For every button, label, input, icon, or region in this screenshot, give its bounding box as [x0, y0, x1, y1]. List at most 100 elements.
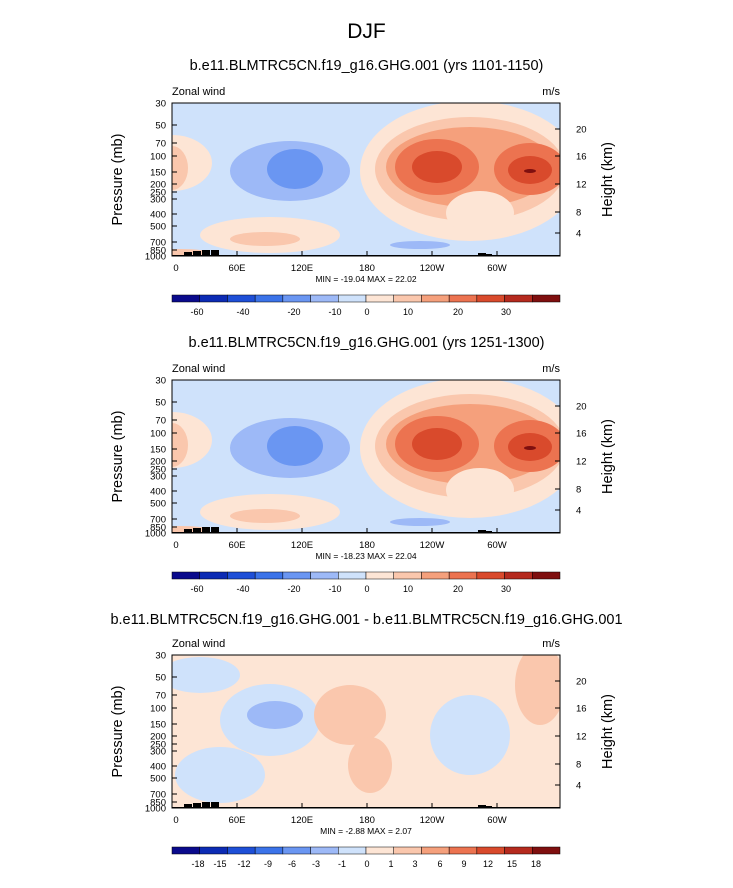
- x-tick-label: 60W: [487, 815, 507, 826]
- colorbar-swatch: [393, 846, 422, 855]
- panel-2: 30 50 70 100 150 200 250 300 400 500 700 850 1000 20 1…: [110, 363, 616, 594]
- y-tick-label: 700: [150, 515, 166, 526]
- y2-axis-title: Height (km): [600, 694, 616, 769]
- low-westerly-inner: [230, 509, 300, 523]
- diff-pos-1: [314, 685, 386, 745]
- panel-1: 30 50 70 100 150 200 250 300 400 500 700 850 1000 20 1…: [0, 0, 733, 330]
- y-tick-label: 30: [155, 651, 166, 662]
- colorbar-label: -40: [236, 584, 249, 594]
- y2-tick-label: 16: [576, 152, 587, 163]
- x-tick-label: 120E: [291, 815, 313, 826]
- y-tick-label: 250: [150, 740, 166, 751]
- colorbar-label: -20: [287, 584, 300, 594]
- y-tick-label: 150: [150, 168, 166, 179]
- y-tick-label: 30: [155, 99, 166, 110]
- westerly-left-inner: [172, 423, 188, 467]
- x-tick-label: 0: [173, 263, 178, 274]
- plot-frame: [171, 379, 561, 534]
- plot-frame: [171, 102, 561, 257]
- y2-tick-label: 4: [576, 781, 581, 792]
- jet-core-2-max: [524, 169, 536, 173]
- colorbar-label: 0: [364, 584, 369, 594]
- contour-field-1: [172, 103, 560, 256]
- colorbar-swatch: [532, 571, 561, 580]
- colorbar-swatch: [171, 846, 200, 855]
- x-tick-label: 120W: [420, 263, 445, 274]
- colorbar-label: -6: [288, 859, 296, 869]
- easterly-core: [267, 149, 323, 189]
- y2-tick-label: 12: [576, 732, 587, 743]
- y-tick-label: 400: [150, 210, 166, 221]
- topography-bar: [184, 252, 192, 256]
- x-tick-label: 120W: [420, 540, 445, 551]
- y-tick-label: 100: [150, 704, 166, 715]
- right-string: m/s: [542, 363, 560, 375]
- jet-core-2-max: [524, 446, 536, 450]
- y-tick-label: 700: [150, 238, 166, 249]
- y-tick-label: 400: [150, 487, 166, 498]
- x-tick-label: 60E: [229, 815, 246, 826]
- jet-core-1-inner: [412, 428, 462, 460]
- colorbar-label: 30: [501, 307, 511, 317]
- colorbar-label: 9: [461, 859, 466, 869]
- y-tick-label: 500: [150, 774, 166, 785]
- y-axis-title: Pressure (mb): [110, 134, 126, 226]
- y-tick-label: 70: [155, 416, 166, 427]
- colorbar-label: 1: [388, 859, 393, 869]
- y-tick-label: 50: [155, 398, 166, 409]
- x-tick-label: 0: [173, 815, 178, 826]
- diff-neg-core: [247, 701, 303, 729]
- left-string: Zonal wind: [172, 638, 225, 650]
- colorbar-swatch: [227, 846, 256, 855]
- y2-tick-label: 20: [576, 125, 587, 136]
- y-tick-label: 150: [150, 720, 166, 731]
- colorbar-swatch: [282, 846, 311, 855]
- diff-neg-2: [175, 747, 265, 803]
- colorbar-label: 3: [412, 859, 417, 869]
- x-tick-label: 60E: [229, 540, 246, 551]
- y-tick-label: 700: [150, 790, 166, 801]
- colorbar-label: -60: [190, 584, 203, 594]
- x-tick-label: 120W: [420, 815, 445, 826]
- low-easterly: [390, 241, 450, 249]
- y-tick-label: 100: [150, 152, 166, 163]
- stats-label: MIN = -19.04 MAX = 22.02: [315, 274, 416, 284]
- colorbar-label: -60: [190, 307, 203, 317]
- colorbar-label: -40: [236, 307, 249, 317]
- y2-tick-label: 8: [576, 208, 581, 219]
- x-tick-label: 180: [359, 815, 375, 826]
- y-tick-label: 200: [150, 457, 166, 468]
- y-tick-label: 250: [150, 465, 166, 476]
- y-tick-label: 500: [150, 499, 166, 510]
- colorbar-label: 15: [507, 859, 517, 869]
- x-tick-label: 180: [359, 540, 375, 551]
- y-tick-label: 300: [150, 747, 166, 758]
- diff-neg-4: [172, 657, 240, 693]
- colorbar-swatch: [421, 846, 450, 855]
- y2-tick-label: 8: [576, 760, 581, 771]
- page-title: DJF: [347, 20, 386, 43]
- y-tick-label: 200: [150, 732, 166, 743]
- x-tick-label: 60E: [229, 263, 246, 274]
- topography-bar: [184, 529, 192, 533]
- colorbar-label: -10: [328, 307, 341, 317]
- colorbar-label: 0: [364, 307, 369, 317]
- topography-bar: [211, 527, 219, 533]
- panel-2-title: b.e11.BLMTRC5CN.f19_g16.GHG.001 (yrs 125…: [188, 335, 545, 351]
- x-tick-label: 180: [359, 263, 375, 274]
- topography-bar: [478, 253, 486, 256]
- diff-neg-3: [430, 695, 510, 775]
- easterly-core: [267, 426, 323, 466]
- topography-bar: [211, 802, 219, 808]
- colorbar-label: -12: [237, 859, 250, 869]
- colorbar-swatch: [476, 846, 505, 855]
- x-tick-label: 120E: [291, 540, 313, 551]
- colorbar-label: -15: [213, 859, 226, 869]
- y-tick-label: 70: [155, 139, 166, 150]
- y2-tick-label: 16: [576, 704, 587, 715]
- y-tick-label: 850: [150, 523, 166, 534]
- belt-gap: [446, 191, 514, 235]
- right-string: m/s: [542, 86, 560, 98]
- y-tick-label: 250: [150, 188, 166, 199]
